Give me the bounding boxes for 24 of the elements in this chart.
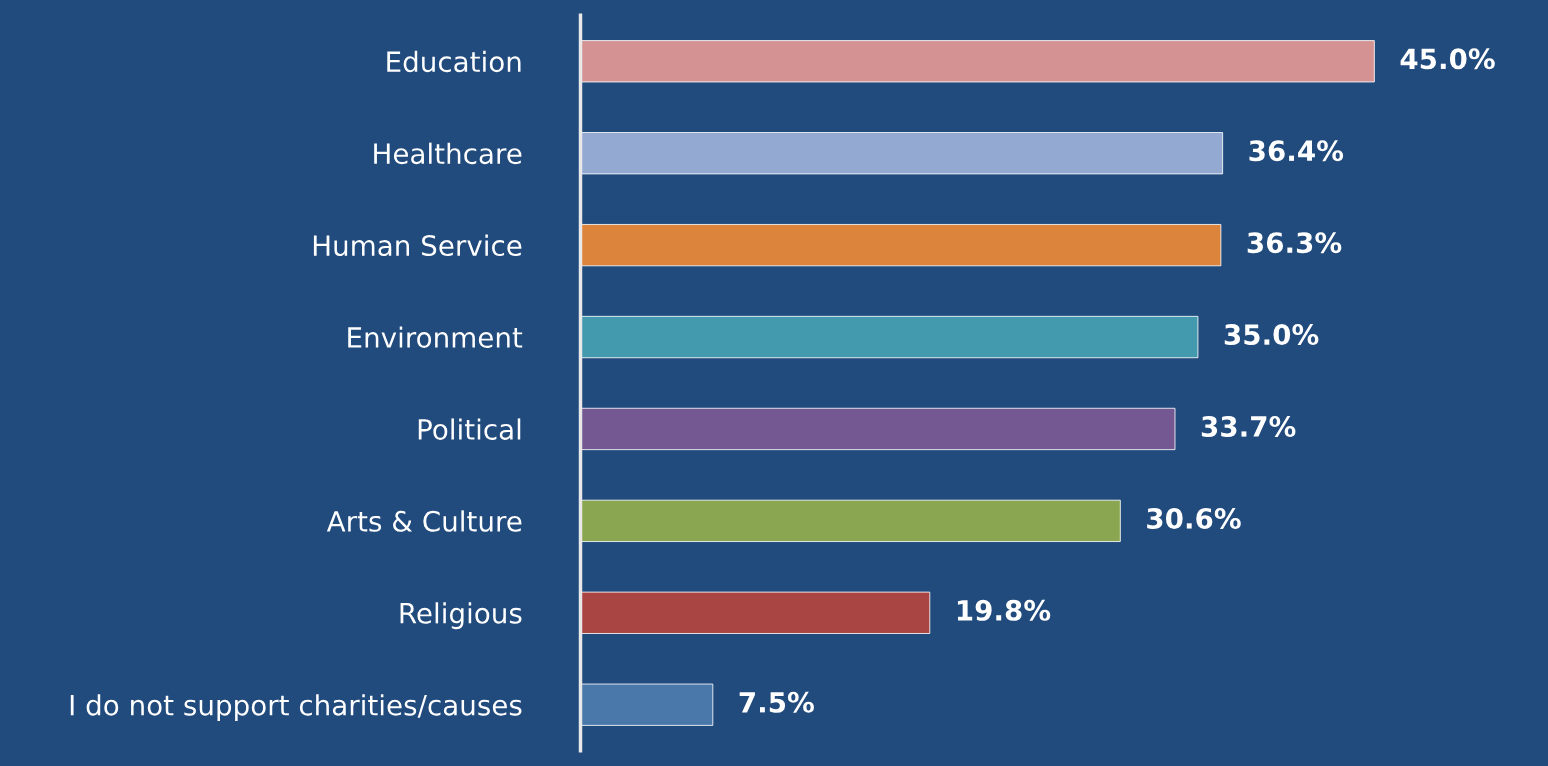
data-label: 36.4%: [1249, 140, 1344, 162]
bar: [580, 407, 1176, 451]
y-tick-label: I do not support charities/causes: [70, 694, 522, 722]
data-label: 30.6%: [1147, 507, 1241, 529]
y-tick-label: Environment: [348, 326, 523, 348]
y-tick-label: Arts & Culture: [326, 510, 522, 532]
data-label: 19.8%: [957, 599, 1051, 621]
bar: [580, 591, 931, 634]
data-label: 45.0%: [1400, 48, 1495, 70]
bar: [580, 224, 1222, 267]
data-label: 33.7%: [1201, 416, 1296, 438]
bar: [580, 683, 714, 726]
bar: [580, 40, 1375, 83]
data-label: 36.3%: [1247, 232, 1342, 254]
y-tick-label: Human Service: [313, 234, 522, 257]
y-tick-label: Political: [418, 418, 521, 440]
y-tick-label: Healthcare: [374, 142, 522, 165]
bar: [580, 132, 1224, 175]
data-label: 35.0%: [1224, 324, 1319, 346]
bar: [580, 315, 1199, 359]
y-tick-label: Education: [387, 50, 521, 73]
data-label: 7.5%: [739, 691, 814, 713]
bar: [580, 499, 1121, 542]
y-tick-label: Religious: [400, 602, 522, 630]
